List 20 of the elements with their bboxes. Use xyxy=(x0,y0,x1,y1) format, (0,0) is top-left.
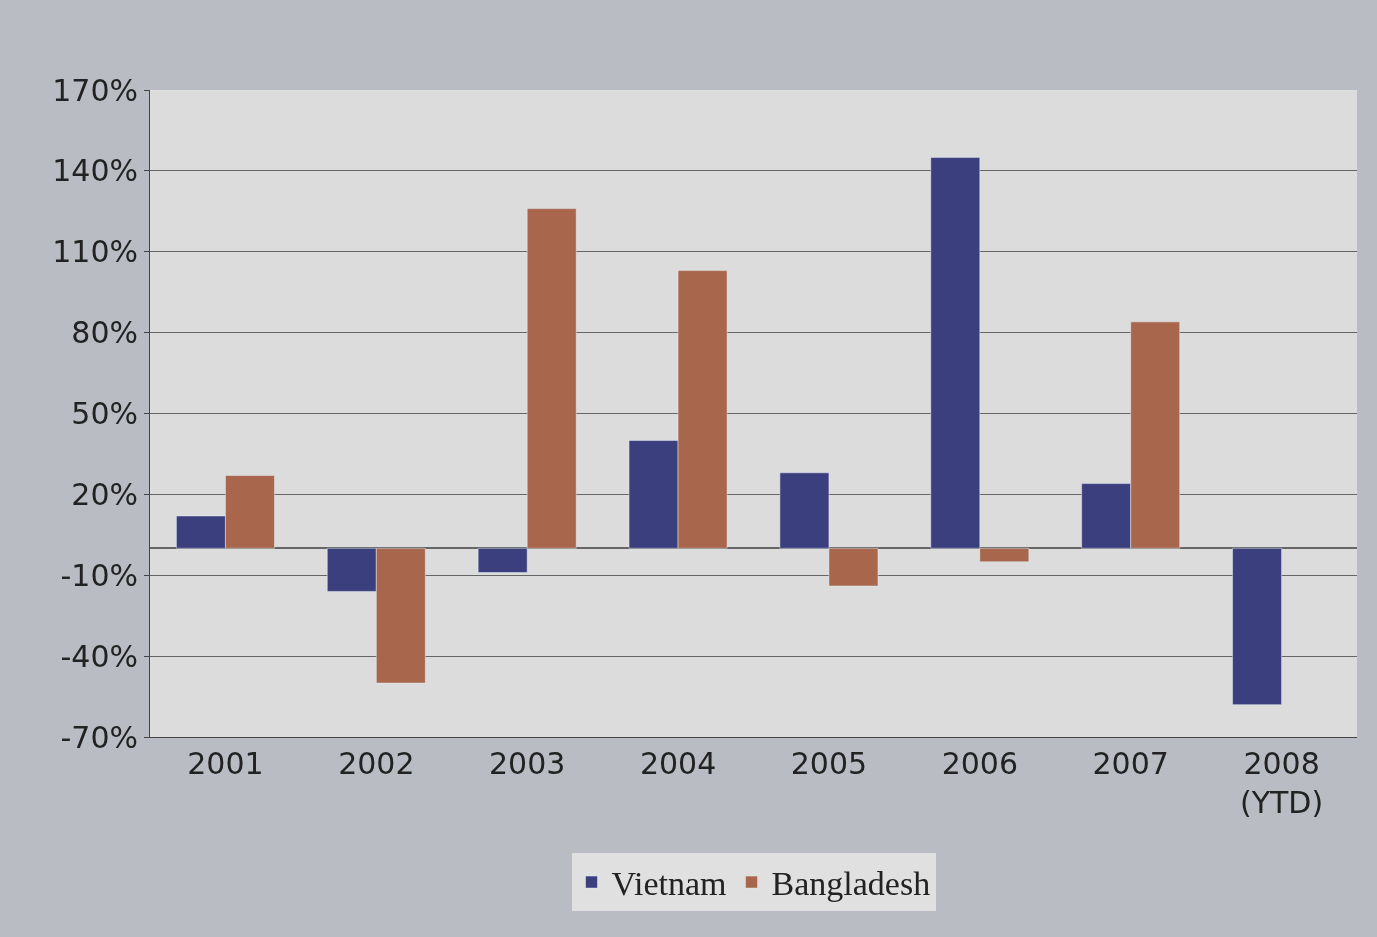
x-tick-label: 2003 xyxy=(489,746,566,781)
x-tick-label: 2005 xyxy=(790,746,868,781)
y-tick-label: 140% xyxy=(52,153,138,189)
legend-label: Bangladesh xyxy=(771,865,931,903)
bar xyxy=(1232,548,1282,705)
x-tick-label: 2001 xyxy=(187,746,264,781)
y-tick-label: -40% xyxy=(60,638,138,674)
legend-label: Vietnam xyxy=(611,865,727,903)
x-tick-label: 2007 xyxy=(1092,746,1169,781)
y-tick-label: 80% xyxy=(71,315,138,351)
x-tick-label: 2008 (YTD) xyxy=(1239,746,1324,820)
y-tick-label: -70% xyxy=(60,719,138,755)
y-tick-label: 170% xyxy=(52,72,138,108)
y-tick-label: 110% xyxy=(52,234,138,270)
x-tick-label: 2002 xyxy=(338,746,415,781)
y-tick-label: -10% xyxy=(60,557,138,593)
x-tick-label: 2004 xyxy=(639,746,717,781)
y-tick-label: 50% xyxy=(71,396,138,431)
x-tick-label: 2006 xyxy=(941,746,1018,781)
y-tick-label: 20% xyxy=(71,476,138,512)
